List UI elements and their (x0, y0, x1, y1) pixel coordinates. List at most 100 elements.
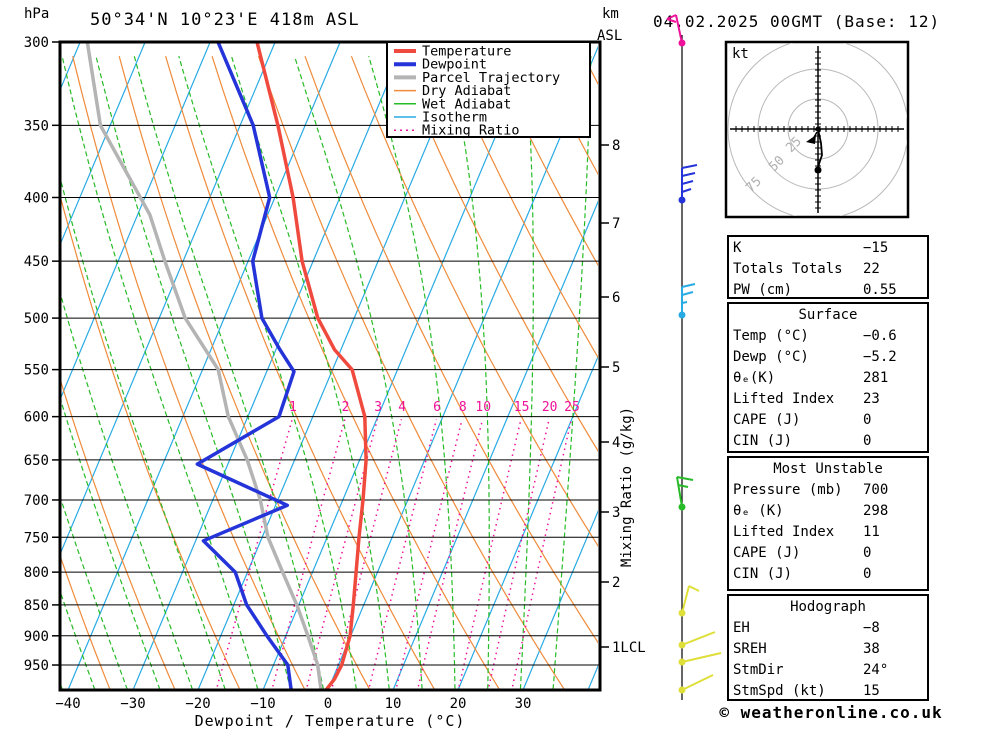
temperature-tick-label: −10 (250, 696, 275, 712)
table-row: Temp (°C) −0.6 (733, 326, 923, 347)
table-row-label: EH (733, 620, 750, 636)
table-row-value: −15 (863, 240, 889, 256)
wet-adiabat-line (133, 56, 325, 689)
asl-unit-label: ASL (597, 28, 623, 44)
wind-level-dot (678, 609, 686, 617)
table-row-value: 298 (863, 503, 889, 519)
mixing-ratio-line (487, 419, 550, 689)
storm-motion-arrowhead (806, 135, 816, 144)
mixing-ratio-line (417, 419, 484, 689)
wind-barb (681, 301, 688, 304)
wind-barb (676, 476, 683, 508)
dry-adiabat-line (397, 55, 598, 452)
table-row-value: 700 (863, 482, 889, 498)
table-row: Lifted Index 11 (733, 522, 923, 543)
table-row: CIN (J) 0 (733, 564, 923, 585)
wind-barb (681, 652, 722, 663)
surface-table: Surface Temp (°C) −0.6 Dewp (°C) −5.2 θₑ(K) 2… (727, 302, 929, 453)
wet-adiabat-line (61, 178, 226, 689)
pressure-tick-label: 800 (24, 565, 49, 581)
table-row-label: Totals Totals (733, 261, 843, 277)
wind-barb (681, 585, 690, 614)
table-row-label: θₑ (K) (733, 503, 784, 519)
wet-adiabat-line (230, 56, 390, 689)
mixing-ratio-label: 6 (433, 400, 441, 415)
isotherm-line (327, 45, 598, 689)
dry-adiabat-line (490, 55, 598, 267)
wind-level-dot (678, 311, 686, 319)
wind-level-dot (678, 503, 686, 511)
dry-adiabat-line (72, 56, 306, 689)
table-row-label: SREH (733, 641, 767, 657)
dry-adiabat-line (61, 556, 111, 689)
wind-level-dot (678, 39, 686, 47)
isotherm-line (61, 43, 211, 399)
table-row: CAPE (J) 0 (733, 410, 923, 431)
sounding-curves (85, 43, 368, 689)
wet-adiabat-line (448, 56, 490, 689)
isotherm-line (197, 43, 471, 689)
wind-barb (681, 188, 692, 193)
wind-barb (681, 291, 694, 296)
pressure-tick-label: 750 (24, 530, 49, 546)
plot-border-rect (58, 40, 602, 692)
table-row-value: 22 (863, 261, 880, 277)
hodograph-table: Hodograph EH −8 SREH 38 StmDir 24° StmSpd (kt)… (727, 594, 929, 701)
table-row-value: 281 (863, 370, 889, 386)
dry-adiabat-lines (61, 55, 598, 689)
mixing-ratio-label: 4 (398, 400, 406, 415)
table-row: StmSpd (kt) 15 (733, 681, 923, 702)
table-row: PW (cm) 0.55 (733, 280, 923, 301)
copyright: © weatheronline.co.uk (719, 703, 943, 722)
table-row-label: K (733, 240, 742, 256)
wet-adiabat-line (293, 56, 423, 689)
most-unstable-table: Most Unstable Pressure (mb) 700 θₑ (K) 298 L… (727, 456, 929, 591)
pressure-tick-label: 500 (24, 311, 49, 327)
km-tick-label: 3 (612, 505, 620, 521)
table-row-value: 38 (863, 641, 880, 657)
legend-label: Dry Adiabat (422, 83, 511, 99)
dewpoint-curve (195, 43, 296, 689)
mixing-ratio-line (215, 419, 293, 689)
table-row-value: 23 (863, 391, 880, 407)
dry-adiabat-line (304, 55, 598, 644)
dry-adiabat-line (350, 55, 598, 548)
temperature-tick-label: 30 (515, 696, 532, 712)
wet-adiabat-lines (61, 56, 592, 689)
pressure-tick-label: 950 (24, 658, 49, 674)
temperature-tick-label: −30 (120, 696, 145, 712)
km-tick-label: 2 (612, 575, 620, 591)
pressure-tick-labels: 300 350 400 450 500 550 600 650 700 750 800 850 900 9… (24, 35, 60, 674)
km-tick-label: 5 (612, 360, 620, 376)
table-row-label: CAPE (J) (733, 412, 801, 428)
wind-barb (681, 164, 698, 169)
table-row-label: PW (cm) (733, 282, 793, 298)
legend-label: Isotherm (422, 110, 487, 126)
legend-label: Wet Adiabat (422, 96, 511, 112)
isotherm-line (457, 355, 598, 689)
km-tick-label: 7 (612, 216, 620, 232)
legend-box (386, 41, 591, 138)
pressure-tick-label: 550 (24, 363, 49, 379)
wind-level-dot (678, 641, 686, 649)
wet-adiabat-line (368, 56, 456, 689)
hodograph-ring (727, 43, 907, 216)
mixing-ratio-line (511, 419, 573, 689)
dry-adiabat-line (211, 56, 500, 689)
wind-barb (681, 631, 716, 646)
isotherm-line (132, 43, 406, 689)
mixing-axis-label: Mixing Ratio (g/kg) (619, 406, 635, 568)
wet-adiabat-line (61, 497, 128, 689)
most-unstable-table-title: Most Unstable (773, 461, 883, 477)
mixing-ratio-lines (215, 419, 573, 689)
km-tick-label: 1LCL (612, 640, 646, 656)
pressure-tick-label: 850 (24, 598, 49, 614)
table-row-value: 24° (863, 662, 889, 678)
indices-table: K −15 Totals Totals 22 PW (cm) 0.55 (727, 235, 929, 299)
wind-level-dot (678, 686, 686, 694)
pressure-tick-label: 350 (24, 118, 49, 134)
wind-barb (681, 674, 714, 691)
mixing-ratio-label: 20 (542, 400, 558, 415)
wet-adiabat-line (61, 56, 259, 689)
